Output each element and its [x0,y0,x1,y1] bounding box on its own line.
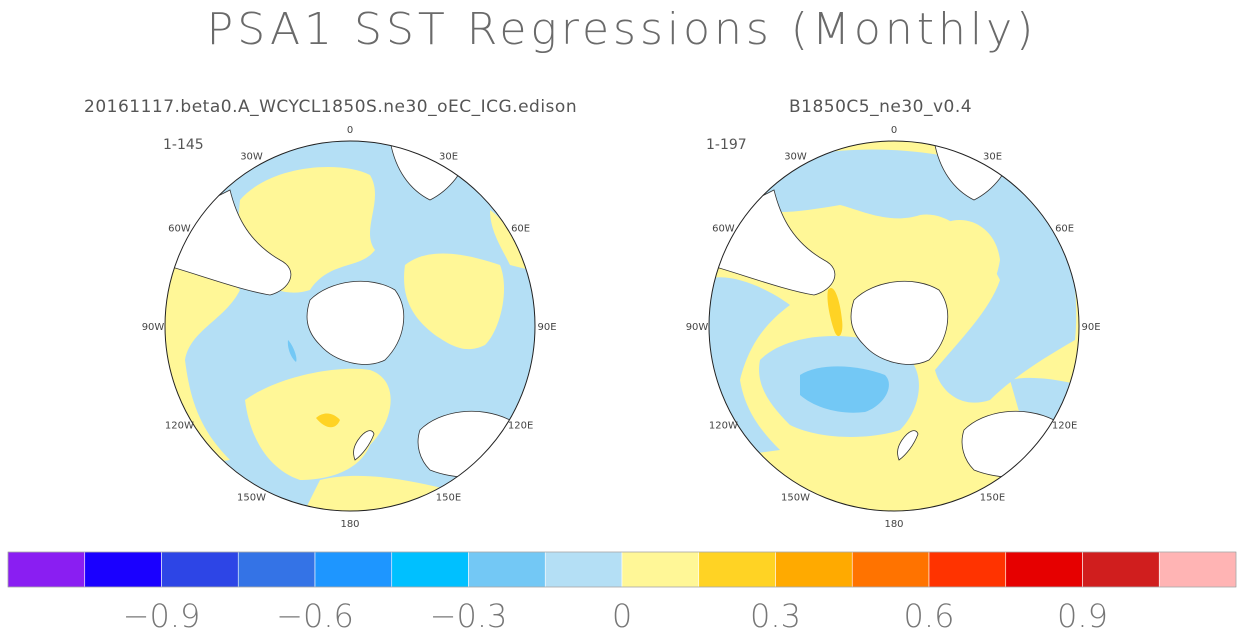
lon-labels-left: 0 30E 60E 90E 120E 150E 180 150W 120W 90W 60W 30W [142,125,557,530]
colorbar-swatch [1158,551,1237,588]
colorbar-tick-label: −0.3 [430,597,508,635]
lon-label: 0 [347,125,353,136]
negative-region [760,149,1077,403]
lon-labels-right: 0 30E 60E 90E 120E 150E 180 150W 120W 90W 60W 30W [686,125,1101,530]
lon-label: 90E [1081,322,1100,333]
land-new-zealand [353,430,375,461]
lon-label: 180 [884,519,903,530]
colorbar-tick-label: 0 [612,597,632,635]
colorbar-tick-label: −0.6 [276,597,354,635]
colorbar-swatch [1005,551,1083,588]
negative-strong-region [800,366,889,413]
panel-right-title: B1850C5_ne30_v0.4 [789,97,973,117]
lon-label: 30E [983,151,1002,162]
colorbar-swatch [237,551,316,588]
colorbar-tick-label: −0.9 [123,597,201,635]
positive-region [490,210,530,270]
map-right-boundary [708,140,1080,512]
strong-positive-region [827,288,843,337]
lon-label: 180 [340,519,359,530]
colorbar-tick-label: 0.6 [904,597,955,635]
panel-left-range: 1-145 [163,137,204,153]
panel-right-range: 1-197 [706,137,747,153]
colorbar-swatch [391,551,469,588]
map-left [164,140,536,512]
lon-label: 120E [508,421,533,432]
positive-region [933,220,1000,306]
colorbar-swatch [84,551,162,588]
lon-label: 90W [142,322,165,333]
colorbar-swatch [161,551,239,588]
lon-label: 30W [784,151,807,162]
colorbar-swatch [775,551,853,588]
lon-label: 150E [980,493,1005,504]
colorbar-swatch [928,551,1007,588]
colorbar-outline [7,551,1237,588]
colorbar-swatch [468,551,546,588]
colorbar-swatch [698,551,776,588]
lon-label: 60W [712,224,735,235]
colorbar-swatch [851,551,930,588]
panel-left-title: 20161117.beta0.A_WCYCL1850S.ne30_oEC_ICG… [84,97,578,117]
lon-label: 90E [537,322,556,333]
strong-positive-region [316,413,340,428]
colorbar-swatch [1082,551,1160,588]
figure-title: PSA1 SST Regressions (Monthly) [206,4,1038,55]
lon-label: 0 [891,125,897,136]
lon-label: 30E [439,151,458,162]
lon-label: 60E [1055,224,1074,235]
lon-label: 120W [709,421,738,432]
colorbar-swatch [7,551,86,588]
land-new-zealand [897,430,919,461]
lon-label: 60W [168,224,191,235]
lon-label: 30W [240,151,263,162]
negative-patch [287,340,297,362]
positive-region [404,253,505,350]
lon-label: 60E [511,224,530,235]
lon-label: 120E [1052,421,1077,432]
colorbar-tick-label: 0.3 [750,597,801,635]
lon-label: 90W [686,322,709,333]
lon-label: 120W [165,421,194,432]
map-right [708,140,1080,512]
colorbar [7,551,1237,588]
colorbar-tick-label: 0.9 [1057,597,1108,635]
colorbar-swatch [544,551,623,588]
land-antarctica [850,280,949,365]
lon-label: 150W [781,493,810,504]
lon-label: 150E [436,493,461,504]
lon-label: 150W [237,493,266,504]
colorbar-swatch [314,551,393,588]
map-left-boundary [164,140,536,512]
colorbar-labels: −0.9 −0.6 −0.3 0 0.3 0.6 0.9 [123,597,1108,635]
colorbar-swatch [621,551,700,588]
land-antarctica [306,280,405,365]
